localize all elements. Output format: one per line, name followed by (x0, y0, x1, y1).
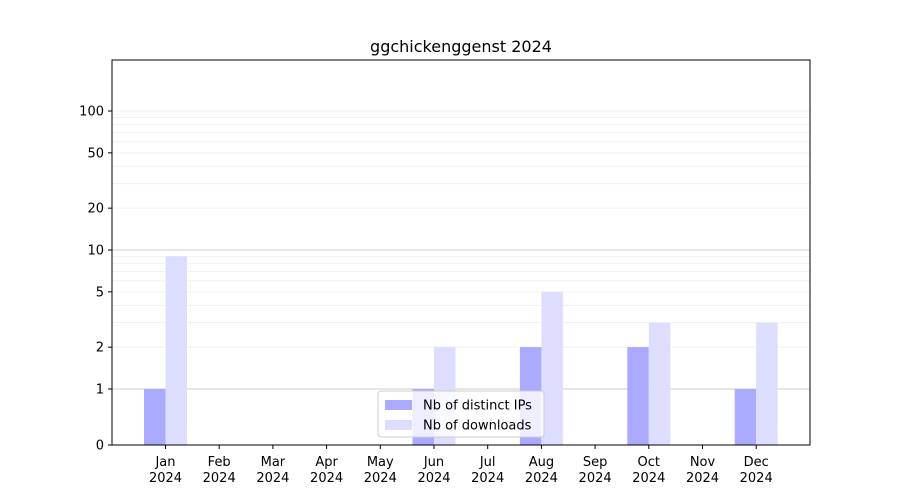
y-tick-label: 20 (87, 202, 104, 217)
legend: Nb of distinct IPs Nb of downloads (377, 390, 545, 438)
y-tick-label: 2 (96, 341, 104, 356)
bar-downloads (756, 322, 778, 445)
bar-ips (627, 347, 649, 445)
x-tick-label: Mar 2024 (256, 455, 289, 486)
legend-box (377, 390, 545, 438)
x-tick-label: May 2024 (364, 455, 397, 486)
bar-ips (144, 389, 166, 445)
grid (112, 110, 810, 390)
x-tick-label: Feb 2024 (203, 455, 236, 486)
y-tick-label: 1 (96, 383, 104, 398)
y-tick-label: 0 (96, 439, 104, 454)
plot-frame (111, 59, 811, 446)
bar-downloads (541, 291, 563, 445)
x-tick-label: Jul 2024 (471, 455, 504, 486)
bar-downloads (648, 322, 671, 445)
x-tick-label: Aug 2024 (525, 455, 558, 486)
legend-label: Nb of downloads (423, 419, 532, 434)
axes: 0 1 2 5 10 20 50 100 Jan 2024 Feb 2024 Mar 2024 Apr 202… (79, 105, 773, 487)
x-tick-label: Apr 2024 (310, 455, 343, 486)
x-tick-label: Oct 2024 (632, 455, 665, 486)
legend-swatch (385, 400, 412, 410)
y-tick-label: 10 (87, 244, 104, 259)
y-tick-label: 5 (96, 285, 104, 300)
x-tick-label: Sep 2024 (579, 455, 612, 486)
y-tick-label: 50 (87, 146, 104, 161)
legend-swatch (385, 420, 412, 430)
chart-title: ggchickenggenst 2024 (370, 37, 552, 56)
bar-downloads (165, 256, 187, 445)
legend-label: Nb of distinct IPs (423, 399, 532, 414)
x-tick-label: Nov 2024 (686, 455, 719, 486)
x-tick-label: Jan 2024 (149, 455, 182, 486)
x-tick-label: Dec 2024 (740, 455, 773, 486)
y-tick-label: 100 (79, 105, 104, 120)
x-tick-label: Jun 2024 (417, 455, 450, 486)
bar-ips (734, 389, 757, 445)
